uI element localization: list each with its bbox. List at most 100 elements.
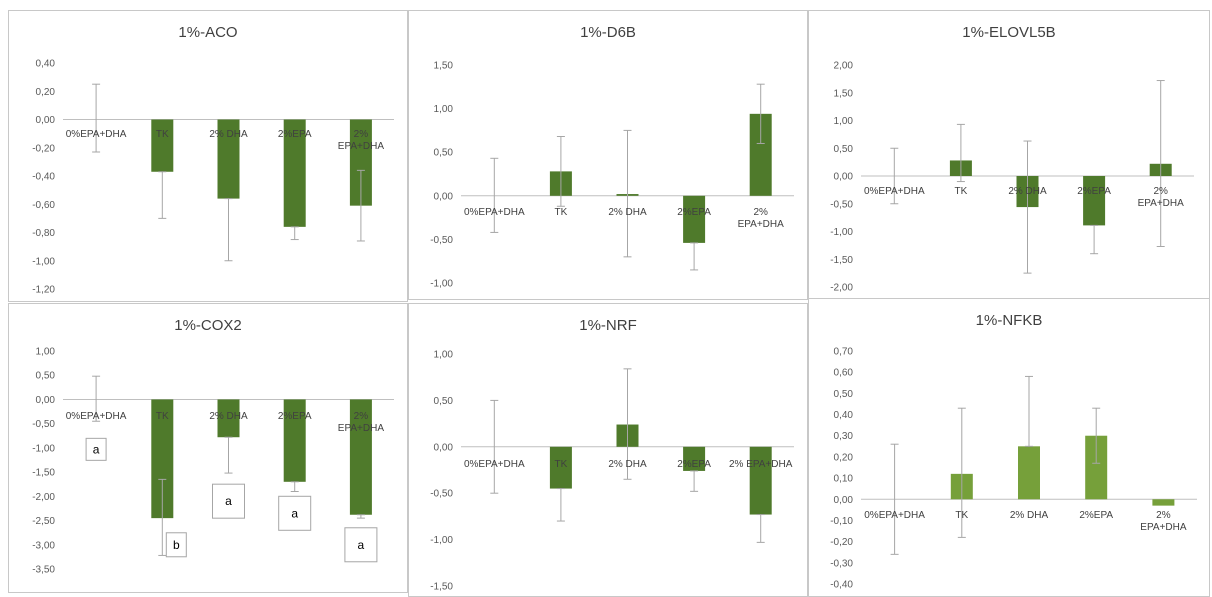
- y-tick-label: -0,80: [32, 228, 55, 239]
- bar: [217, 119, 240, 199]
- y-tick-label: -0,20: [830, 537, 853, 548]
- chart-panel-aco: 1%-ACO 0,40 0,20 0,00 -0,20 -0,40 -0,60 -0,80 -1…: [8, 10, 408, 302]
- y-tick-label: 1,00: [434, 350, 454, 361]
- chart-panel-nfkb: 1%-NFKB 0,70 0,60 0,50 0,40 0,30 0,20 0,10 0,00 -…: [808, 298, 1210, 597]
- category-label: 0%EPA+DHA: [864, 510, 925, 521]
- annotation-label: b: [173, 538, 180, 552]
- category-label: 2% DHA: [608, 207, 647, 218]
- y-tick-label: -0,60: [32, 200, 55, 211]
- chart-title: 1%-ACO: [178, 24, 237, 41]
- category-label: TK: [955, 510, 968, 521]
- annotation-box: [165, 532, 187, 558]
- chart-panel-d6b: 1%-D6B 1,50 1,00 0,50 0,00 -0,50 -1,00 0%EPA+DH…: [408, 10, 808, 300]
- bar: [349, 119, 372, 206]
- category-label: 0%EPA+DHA: [864, 186, 925, 197]
- annotation-label: a: [93, 442, 100, 456]
- y-tick-label: 2,00: [834, 61, 854, 72]
- category-label: 2%EPA: [677, 459, 711, 470]
- category-label: 2% DHA: [209, 411, 248, 422]
- chart-title: 1%-D6B: [580, 24, 636, 41]
- y-tick-label: -0,50: [430, 489, 453, 500]
- category-label: 0%EPA+DHA: [66, 129, 127, 140]
- bar: [349, 399, 372, 515]
- chart-aco: 1%-ACO 0,40 0,20 0,00 -0,20 -0,40 -0,60 -0,80 -1…: [32, 24, 394, 296]
- category-label: 2% EPA+DHA: [1140, 510, 1187, 533]
- category-label: 2% DHA: [608, 459, 647, 470]
- annotation-box: [212, 483, 245, 519]
- y-tick-label: 1,50: [434, 61, 454, 72]
- y-tick-label: 0,70: [834, 347, 854, 358]
- chart-nfkb: 1%-NFKB 0,70 0,60 0,50 0,40 0,30 0,20 0,10 0,00 -…: [830, 312, 1197, 591]
- y-tick-label: 0,20: [834, 452, 854, 463]
- category-label: 2% DHA: [1008, 186, 1047, 197]
- category-label: TK: [156, 411, 169, 422]
- bar: [283, 399, 306, 482]
- y-tick-label: -1,50: [430, 582, 453, 593]
- category-label: 2%EPA: [1077, 186, 1111, 197]
- y-tick-label: 0,50: [834, 389, 854, 400]
- bar: [683, 195, 706, 243]
- y-tick-label: 0,00: [434, 191, 454, 202]
- y-tick-label: -1,20: [32, 285, 55, 296]
- category-label: 2% EPA+DHA: [738, 207, 785, 230]
- chart-cox2: 1%-COX2 1,00 0,50 0,00 -0,50 -1,00 -1,50 -2,00 -…: [32, 317, 394, 576]
- chart-d6b: 1%-D6B 1,50 1,00 0,50 0,00 -0,50 -1,00 0%EPA+DH…: [430, 24, 794, 290]
- bar: [217, 399, 240, 438]
- chart-title: 1%-NFKB: [976, 312, 1043, 329]
- category-label: 0%EPA+DHA: [464, 207, 525, 218]
- bar: [1085, 435, 1108, 500]
- bar: [549, 446, 572, 489]
- chart-elovl5b: 1%-ELOVL5B 2,00 1,50 1,00 0,50 0,00 -0,50 -1,00…: [830, 24, 1194, 294]
- annotation-box: [344, 527, 378, 563]
- y-tick-label: -1,50: [830, 255, 853, 266]
- y-tick-label: 0,50: [434, 148, 454, 159]
- category-label: 2% DHA: [209, 129, 248, 140]
- y-tick-label: 0,30: [834, 431, 854, 442]
- y-tick-label: -1,00: [32, 256, 55, 267]
- bar: [1018, 446, 1040, 500]
- y-tick-label: -0,20: [32, 143, 55, 154]
- category-label: TK: [955, 186, 968, 197]
- chart-panel-cox2: 1%-COX2 1,00 0,50 0,00 -0,50 -1,00 -1,50 -2,00 -…: [8, 303, 408, 593]
- y-tick-label: 0,00: [434, 442, 454, 453]
- y-tick-label: -0,50: [830, 199, 853, 210]
- chart-title: 1%-ELOVL5B: [962, 24, 1055, 41]
- y-tick-label: -0,10: [830, 516, 853, 527]
- y-tick-label: -3,50: [32, 565, 55, 576]
- y-tick-label: -1,00: [830, 227, 853, 238]
- category-label: 0%EPA+DHA: [66, 411, 127, 422]
- bar: [683, 446, 706, 471]
- y-tick-label: -2,00: [830, 283, 853, 294]
- category-label: TK: [156, 129, 169, 140]
- y-tick-label: -3,00: [32, 540, 55, 551]
- y-tick-label: -2,50: [32, 516, 55, 527]
- chart-title: 1%-NRF: [579, 317, 637, 334]
- category-label: 2% EPA+DHA: [338, 411, 385, 434]
- y-tick-label: -0,50: [32, 419, 55, 430]
- bar: [151, 119, 174, 172]
- annotation-label: a: [358, 538, 365, 552]
- bar: [1152, 499, 1175, 506]
- category-label: 2% EPA+DHA: [729, 459, 793, 470]
- category-label: 2% DHA: [1010, 510, 1049, 521]
- annotation-box: [85, 437, 107, 461]
- annotation-label: a: [291, 506, 298, 520]
- y-tick-label: 0,40: [36, 59, 56, 70]
- y-tick-label: 0,60: [834, 368, 854, 379]
- chart-panel-nrf: 1%-NRF 1,00 0,50 0,00 -0,50 -1,00 -1,50 0%EPA+D…: [408, 303, 808, 597]
- y-tick-label: -1,50: [32, 468, 55, 479]
- y-tick-label: -0,40: [830, 580, 853, 591]
- y-tick-label: -2,00: [32, 492, 55, 503]
- y-tick-label: -0,50: [430, 235, 453, 246]
- bar: [1083, 176, 1106, 226]
- y-tick-label: 0,20: [36, 87, 56, 98]
- y-tick-label: 1,00: [36, 347, 56, 358]
- category-label: 2% EPA+DHA: [1138, 186, 1185, 209]
- category-label: TK: [555, 459, 568, 470]
- chart-title: 1%-COX2: [174, 317, 242, 334]
- y-tick-label: 1,00: [434, 104, 454, 115]
- y-tick-label: 0,50: [834, 144, 854, 155]
- y-tick-label: 0,00: [834, 172, 854, 183]
- y-tick-label: -0,30: [830, 558, 853, 569]
- annotation-box: [278, 495, 312, 531]
